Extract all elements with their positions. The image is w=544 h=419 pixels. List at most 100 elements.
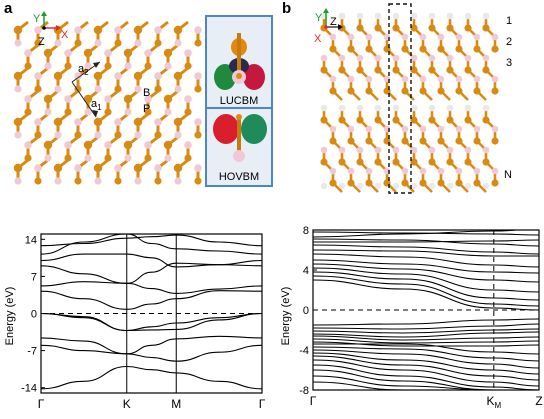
phosphorus-atom xyxy=(419,137,427,145)
phosphorus-atom xyxy=(347,87,355,95)
c-band-line-4 xyxy=(40,312,263,332)
phosphorus-atom xyxy=(114,85,122,93)
c-band-line-2 xyxy=(40,344,263,362)
panel-b-figure: b Y Z X 1 2 3 N xyxy=(282,0,512,194)
phosphorus-atom xyxy=(53,117,63,127)
d-band-line-21 xyxy=(312,343,540,355)
phosphorus-atom xyxy=(13,163,23,173)
boron-atom xyxy=(74,118,82,126)
phosphorus-atom xyxy=(104,62,112,70)
boron-atom xyxy=(464,146,472,154)
hydrogen-atom xyxy=(320,104,328,112)
hydrogen-atom xyxy=(356,12,364,20)
boron-atom xyxy=(419,125,427,133)
boron-atom xyxy=(392,54,400,62)
phosphorus-atom xyxy=(446,66,454,74)
phosphorus-atom xyxy=(173,25,183,35)
boron-atom xyxy=(124,154,132,162)
phosphorus-atom xyxy=(184,154,192,162)
boron-atom xyxy=(64,49,72,57)
phosphorus-atom xyxy=(154,177,162,185)
phosphorus-atom xyxy=(473,87,481,95)
boron-atom xyxy=(14,39,22,47)
boron-atom xyxy=(84,154,92,162)
y-arrow-head xyxy=(41,11,47,16)
hydrogen-atom xyxy=(356,104,364,112)
boron-atom xyxy=(491,75,499,83)
phosphorus-atom xyxy=(473,179,481,187)
phosphorus-atom xyxy=(184,62,192,70)
phosphorus-atom xyxy=(455,45,463,53)
lucbm-lobe-left xyxy=(214,64,236,90)
c-band-line-8 xyxy=(40,262,263,284)
hovbm-boron-atom xyxy=(233,150,245,162)
phosphorus-atom xyxy=(74,39,82,47)
phosphorus-atom xyxy=(482,116,490,124)
phosphorus-atom xyxy=(64,108,72,116)
atom-b-label: B xyxy=(143,87,150,99)
phosphorus-atom xyxy=(194,131,202,139)
boron-atom xyxy=(437,167,445,175)
phosphorus-atom xyxy=(491,179,499,187)
phosphorus-atom xyxy=(24,62,32,70)
boron-atom xyxy=(329,167,337,175)
boron-atom xyxy=(356,54,364,62)
phosphorus-atom xyxy=(83,94,93,104)
boron-atom xyxy=(410,146,418,154)
d-band-line-12 xyxy=(312,275,540,307)
hydrogen-atom xyxy=(482,104,490,112)
boron-atom xyxy=(455,167,463,175)
boron-atom xyxy=(374,54,382,62)
phosphorus-atom xyxy=(320,116,328,124)
boron-atom xyxy=(329,33,337,41)
phosphorus-atom xyxy=(464,24,472,32)
hovbm-lobe-right xyxy=(241,114,267,144)
atom-p-label: P xyxy=(143,103,150,115)
boron-atom xyxy=(104,49,112,57)
phosphorus-atom xyxy=(419,179,427,187)
phosphorus-atom xyxy=(173,163,183,173)
phosphorus-atom xyxy=(93,163,103,173)
phosphorus-atom xyxy=(437,87,445,95)
phosphorus-atom xyxy=(347,179,355,187)
hydrogen-atom xyxy=(320,182,328,190)
phosphorus-atom xyxy=(133,163,143,173)
z-axis-label: Z xyxy=(38,36,45,48)
inset-top-label: LUCBM xyxy=(220,95,259,107)
boron-atom xyxy=(491,33,499,41)
boron-atom xyxy=(114,118,122,126)
boron-atom xyxy=(446,54,454,62)
hydrogen-atom xyxy=(410,12,418,20)
phosphorus-atom xyxy=(365,45,373,53)
orbital-inset: LUCBM HOVBM xyxy=(205,15,273,187)
phosphorus-atom xyxy=(401,137,409,145)
boron-atom xyxy=(14,85,22,93)
c-x-tick-label: Γ xyxy=(38,397,45,411)
boron-atom xyxy=(401,125,409,133)
d-y-tick-label: -8 xyxy=(299,385,309,397)
b-x-axis-label: X xyxy=(314,33,322,45)
boron-atom xyxy=(164,108,172,116)
boron-atom xyxy=(134,177,142,185)
phosphorus-atom xyxy=(446,116,454,124)
phosphorus-atom xyxy=(320,66,328,74)
boron-atom xyxy=(164,154,172,162)
boron-atom xyxy=(473,33,481,41)
phosphorus-atom xyxy=(428,66,436,74)
boron-atom xyxy=(184,95,192,103)
boron-atom xyxy=(54,39,62,47)
c-band-line-10 xyxy=(40,233,263,255)
phosphorus-atom xyxy=(428,158,436,166)
phosphorus-atom xyxy=(374,66,382,74)
boron-atom xyxy=(64,141,72,149)
d-band-line-14 xyxy=(312,318,540,326)
phosphorus-atom xyxy=(356,158,364,166)
phosphorus-atom xyxy=(34,131,42,139)
boron-atom xyxy=(114,26,122,34)
boron-atom xyxy=(428,146,436,154)
phosphorus-atom xyxy=(374,24,382,32)
phosphorus-atom xyxy=(154,85,162,93)
phosphorus-atom xyxy=(437,179,445,187)
